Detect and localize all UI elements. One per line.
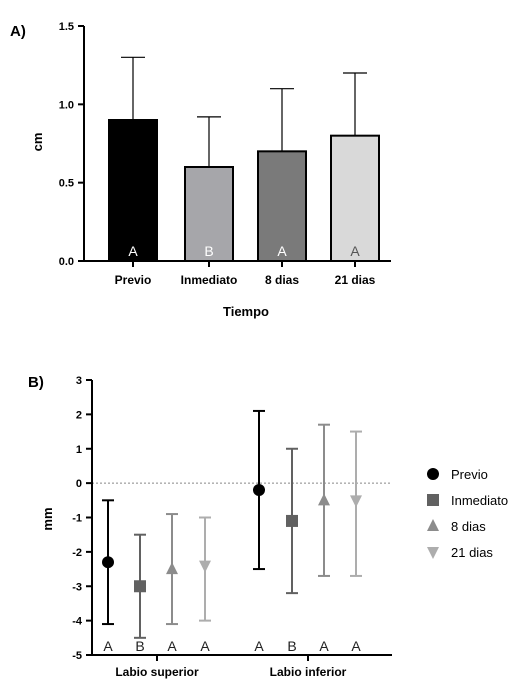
panel-b-y-tick-label: -5 bbox=[72, 650, 82, 662]
panel-b-letter: A bbox=[103, 638, 113, 654]
panel-b-y-tick-label: -2 bbox=[72, 547, 82, 559]
legend-entry-label: Previo bbox=[451, 467, 488, 482]
panel-a-y-axis-title: cm bbox=[30, 133, 45, 152]
panel-b-letter: A bbox=[319, 638, 329, 654]
panel-b-group-label: Labio inferior bbox=[270, 665, 347, 679]
panel-a-bar bbox=[257, 150, 307, 262]
legend-marker bbox=[427, 519, 439, 531]
panel-a-bar-letter: B bbox=[204, 243, 213, 259]
panel-b-point bbox=[286, 514, 298, 527]
panel-b-point bbox=[166, 562, 178, 575]
panel-a-category-label: 8 dias bbox=[265, 273, 299, 287]
panel-a-bar-letter: A bbox=[350, 243, 360, 259]
panel-a: A) cm Tiempo 0.0 0.5 1.0 1.5 A B A A Previo Inm… bbox=[10, 21, 391, 319]
panel-a-y-tick-label: 0.0 bbox=[59, 256, 74, 268]
legend-entry-label: 21 dias bbox=[451, 545, 493, 560]
panel-b-y-tick-label: 3 bbox=[76, 375, 82, 387]
panel-b-y-tick-label: -1 bbox=[72, 513, 82, 525]
panel-b-point bbox=[102, 556, 114, 569]
panel-b-letter: A bbox=[200, 638, 210, 654]
panel-a-y-tick-label: 1.5 bbox=[59, 21, 74, 33]
panel-b-point bbox=[134, 580, 146, 593]
panel-b-point bbox=[253, 484, 265, 496]
panel-b-point bbox=[199, 560, 211, 573]
panel-b-letter: A bbox=[167, 638, 177, 654]
panel-b-group-label: Labio superior bbox=[115, 665, 199, 679]
panel-b-letter: A bbox=[254, 638, 264, 654]
legend-marker bbox=[427, 494, 439, 506]
panel-a-bar-letter: A bbox=[128, 243, 138, 259]
panel-b-y-tick-label: -3 bbox=[72, 581, 82, 593]
panel-a-category-label: Previo bbox=[115, 273, 152, 287]
panel-b-y-tick-label: -4 bbox=[72, 616, 83, 628]
panel-a-label: A) bbox=[10, 23, 26, 40]
panel-b-point bbox=[350, 495, 362, 508]
panel-a-bar-letter: A bbox=[277, 243, 287, 259]
panel-b-letter: B bbox=[287, 638, 296, 654]
panel-a-y-tick-label: 0.5 bbox=[59, 178, 74, 190]
panel-a-category-label: 21 dias bbox=[335, 273, 376, 287]
legend-entry-label: 8 dias bbox=[451, 519, 486, 534]
panel-b-letter: B bbox=[135, 638, 144, 654]
panel-a-category-label: Inmediato bbox=[181, 273, 238, 287]
legend-entry-label: Inmediato bbox=[451, 493, 508, 508]
panel-b-letter: A bbox=[351, 638, 361, 654]
panel-b-label: B) bbox=[28, 374, 44, 391]
panel-a-bar bbox=[184, 166, 234, 262]
panel-b-y-tick-label: 2 bbox=[76, 409, 82, 421]
panel-b-y-tick-label: 1 bbox=[76, 444, 82, 456]
panel-b-y-axis-title: mm bbox=[40, 507, 55, 530]
panel-a-x-axis-title: Tiempo bbox=[223, 304, 269, 319]
panel-b-y-tick-label: 0 bbox=[76, 478, 82, 490]
panel-b: B) mm -5 -4 -3 -2 -1 0 1 2 3 A A B B A A A A Labio supe… bbox=[28, 374, 508, 679]
legend-marker bbox=[427, 468, 439, 480]
panel-a-bar bbox=[108, 119, 158, 262]
legend-marker bbox=[427, 547, 439, 559]
panel-b-point bbox=[318, 493, 330, 506]
panel-a-y-tick-label: 1.0 bbox=[59, 99, 74, 111]
